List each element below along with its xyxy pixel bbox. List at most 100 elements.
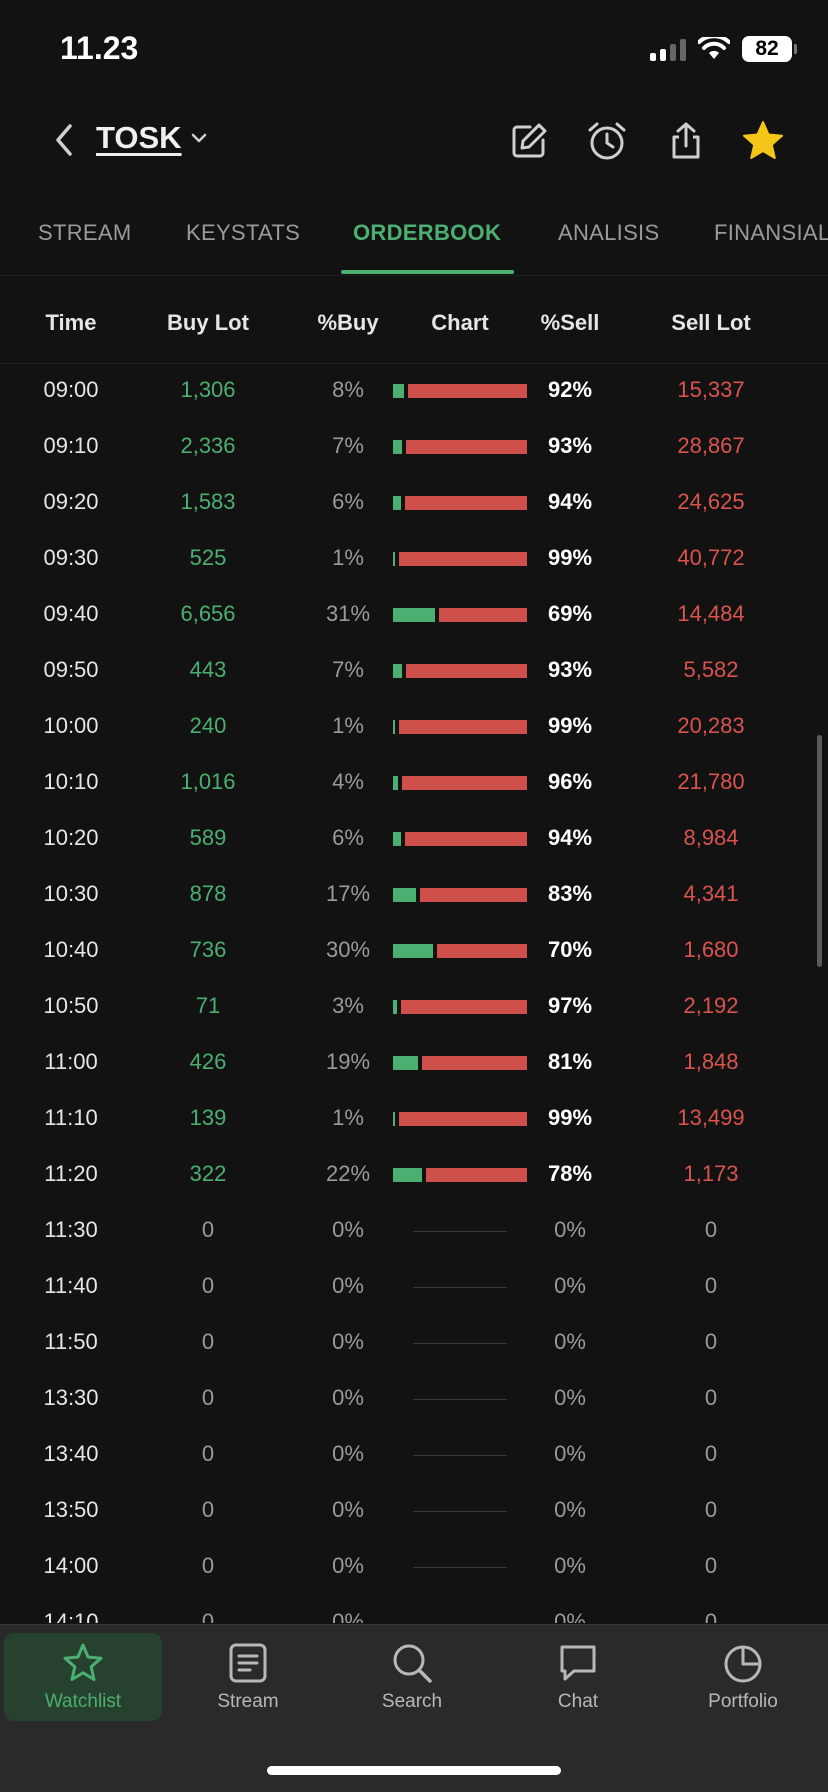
empty-bar	[413, 1567, 507, 1568]
row-sell-lot: 1,848	[683, 1049, 739, 1074]
row-sell-lot: 20,283	[677, 713, 745, 738]
table-row[interactable]: 10:30 878 17% 83% 4,341	[0, 867, 828, 923]
row-sell-lot: 0	[704, 1609, 718, 1623]
table-row[interactable]: 11:10 139 1% 99% 13,499	[0, 1091, 828, 1147]
row-chart	[393, 1112, 527, 1126]
back-button[interactable]	[44, 120, 84, 160]
table-row[interactable]: 11:40 0 0% 0% 0	[0, 1259, 828, 1315]
table-row[interactable]: 13:30 0 0% 0% 0	[0, 1371, 828, 1427]
col-sell-lot[interactable]: Sell Lot	[671, 310, 751, 335]
row-chart	[393, 1336, 527, 1350]
tab-keystats[interactable]: KEYSTATS	[186, 220, 301, 245]
table-row[interactable]: 11:00 426 19% 81% 1,848	[0, 1035, 828, 1091]
row-pct-buy: 6%	[332, 825, 364, 850]
table-row[interactable]: 10:20 589 6% 94% 8,984	[0, 811, 828, 867]
row-chart	[393, 1000, 527, 1014]
buy-bar	[393, 440, 402, 454]
tab-finansial[interactable]: FINANSIAL	[714, 220, 828, 245]
table-row[interactable]: 14:10 0 0% 0% 0	[0, 1595, 828, 1623]
table-row[interactable]: 10:10 1,016 4% 96% 21,780	[0, 755, 828, 811]
tab-analisis[interactable]: ANALISIS	[558, 220, 660, 245]
row-pct-buy: 1%	[332, 545, 364, 570]
table-row[interactable]: 09:10 2,336 7% 93% 28,867	[0, 419, 828, 475]
table-row[interactable]: 13:40 0 0% 0% 0	[0, 1427, 828, 1483]
nav-watchlist[interactable]: Watchlist	[4, 1633, 162, 1721]
row-buy-lot: 0	[201, 1385, 215, 1410]
row-buy-lot: 736	[189, 937, 227, 962]
row-chart	[393, 1168, 527, 1182]
col-buy-lot[interactable]: Buy Lot	[167, 310, 249, 335]
table-header: Time Buy Lot %Buy Chart %Sell Sell Lot	[0, 296, 828, 364]
row-time: 11:10	[44, 1105, 98, 1130]
table-row[interactable]: 14:00 0 0% 0% 0	[0, 1539, 828, 1595]
row-time: 09:30	[43, 545, 99, 570]
row-buy-lot: 589	[189, 825, 227, 850]
ticker-selector[interactable]: TOSK	[96, 120, 208, 156]
col-pct-buy[interactable]: %Buy	[317, 310, 379, 335]
table-row[interactable]: 09:50 443 7% 93% 5,582	[0, 643, 828, 699]
row-buy-lot: 0	[201, 1441, 215, 1466]
nav-chat[interactable]: Chat	[499, 1633, 657, 1721]
row-pct-sell: 99%	[547, 1105, 593, 1130]
buy-bar	[393, 1112, 395, 1126]
row-buy-lot: 1,583	[180, 489, 236, 514]
row-time: 11:00	[44, 1049, 98, 1074]
buy-bar	[393, 888, 416, 902]
buy-bar	[393, 664, 402, 678]
buy-bar	[393, 1056, 418, 1070]
empty-bar	[413, 1343, 507, 1344]
table-row[interactable]: 13:50 0 0% 0% 0	[0, 1483, 828, 1539]
row-time: 10:30	[43, 881, 99, 906]
alarm-button[interactable]	[584, 118, 630, 164]
buy-bar	[393, 608, 435, 622]
table-row[interactable]: 11:20 322 22% 78% 1,173	[0, 1147, 828, 1203]
row-pct-sell: 97%	[547, 993, 593, 1018]
table-row[interactable]: 10:50 71 3% 97% 2,192	[0, 979, 828, 1035]
row-sell-lot: 28,867	[677, 433, 745, 458]
row-buy-lot: 525	[189, 545, 227, 570]
row-pct-buy: 30%	[325, 937, 371, 962]
nav-portfolio[interactable]: Portfolio	[664, 1633, 822, 1721]
row-pct-buy: 22%	[325, 1161, 371, 1186]
share-button[interactable]	[663, 118, 709, 164]
row-chart	[393, 1392, 527, 1406]
row-time: 14:10	[43, 1609, 99, 1623]
buy-bar	[393, 552, 395, 566]
scrollbar[interactable]	[817, 735, 822, 967]
sell-bar	[399, 1112, 527, 1126]
row-pct-sell: 92%	[547, 377, 593, 402]
chat-icon	[560, 1645, 596, 1681]
row-pct-sell: 81%	[547, 1049, 593, 1074]
row-sell-lot: 0	[704, 1385, 718, 1410]
edit-button[interactable]	[506, 118, 552, 164]
col-time[interactable]: Time	[45, 310, 97, 335]
table-row[interactable]: 09:40 6,656 31% 69% 14,484	[0, 587, 828, 643]
nav-search[interactable]: Search	[333, 1633, 491, 1721]
col-pct-sell[interactable]: %Sell	[540, 310, 600, 335]
row-pct-buy: 0%	[332, 1217, 364, 1242]
tab-stream[interactable]: STREAM	[38, 220, 132, 245]
tab-bar: STREAM KEYSTATS ORDERBOOK ANALISIS FINAN…	[0, 200, 828, 276]
sell-bar	[405, 496, 527, 510]
table-row[interactable]: 10:40 736 30% 70% 1,680	[0, 923, 828, 979]
table-row[interactable]: 11:50 0 0% 0% 0	[0, 1315, 828, 1371]
orderbook-table[interactable]: 09:00 1,306 8% 92% 15,337 09:10 2,336 7% 93% 28,8…	[0, 363, 828, 1623]
row-time: 13:30	[43, 1385, 99, 1410]
row-pct-buy: 0%	[332, 1497, 364, 1522]
row-chart	[393, 1504, 527, 1518]
table-row[interactable]: 10:00 240 1% 99% 20,283	[0, 699, 828, 755]
table-row[interactable]: 11:30 0 0% 0% 0	[0, 1203, 828, 1259]
table-row[interactable]: 09:30 525 1% 99% 40,772	[0, 531, 828, 587]
table-row[interactable]: 09:00 1,306 8% 92% 15,337	[0, 363, 828, 419]
row-time: 11:20	[44, 1161, 98, 1186]
nav-stream[interactable]: Stream	[169, 1633, 327, 1721]
row-sell-lot: 0	[704, 1217, 718, 1242]
buy-bar	[393, 720, 395, 734]
tab-orderbook[interactable]: ORDERBOOK	[353, 220, 502, 245]
search-icon	[393, 1644, 432, 1683]
row-pct-sell: 94%	[547, 489, 593, 514]
empty-bar	[413, 1287, 507, 1288]
sell-bar	[405, 832, 527, 846]
favorite-button[interactable]	[740, 118, 786, 164]
table-row[interactable]: 09:20 1,583 6% 94% 24,625	[0, 475, 828, 531]
